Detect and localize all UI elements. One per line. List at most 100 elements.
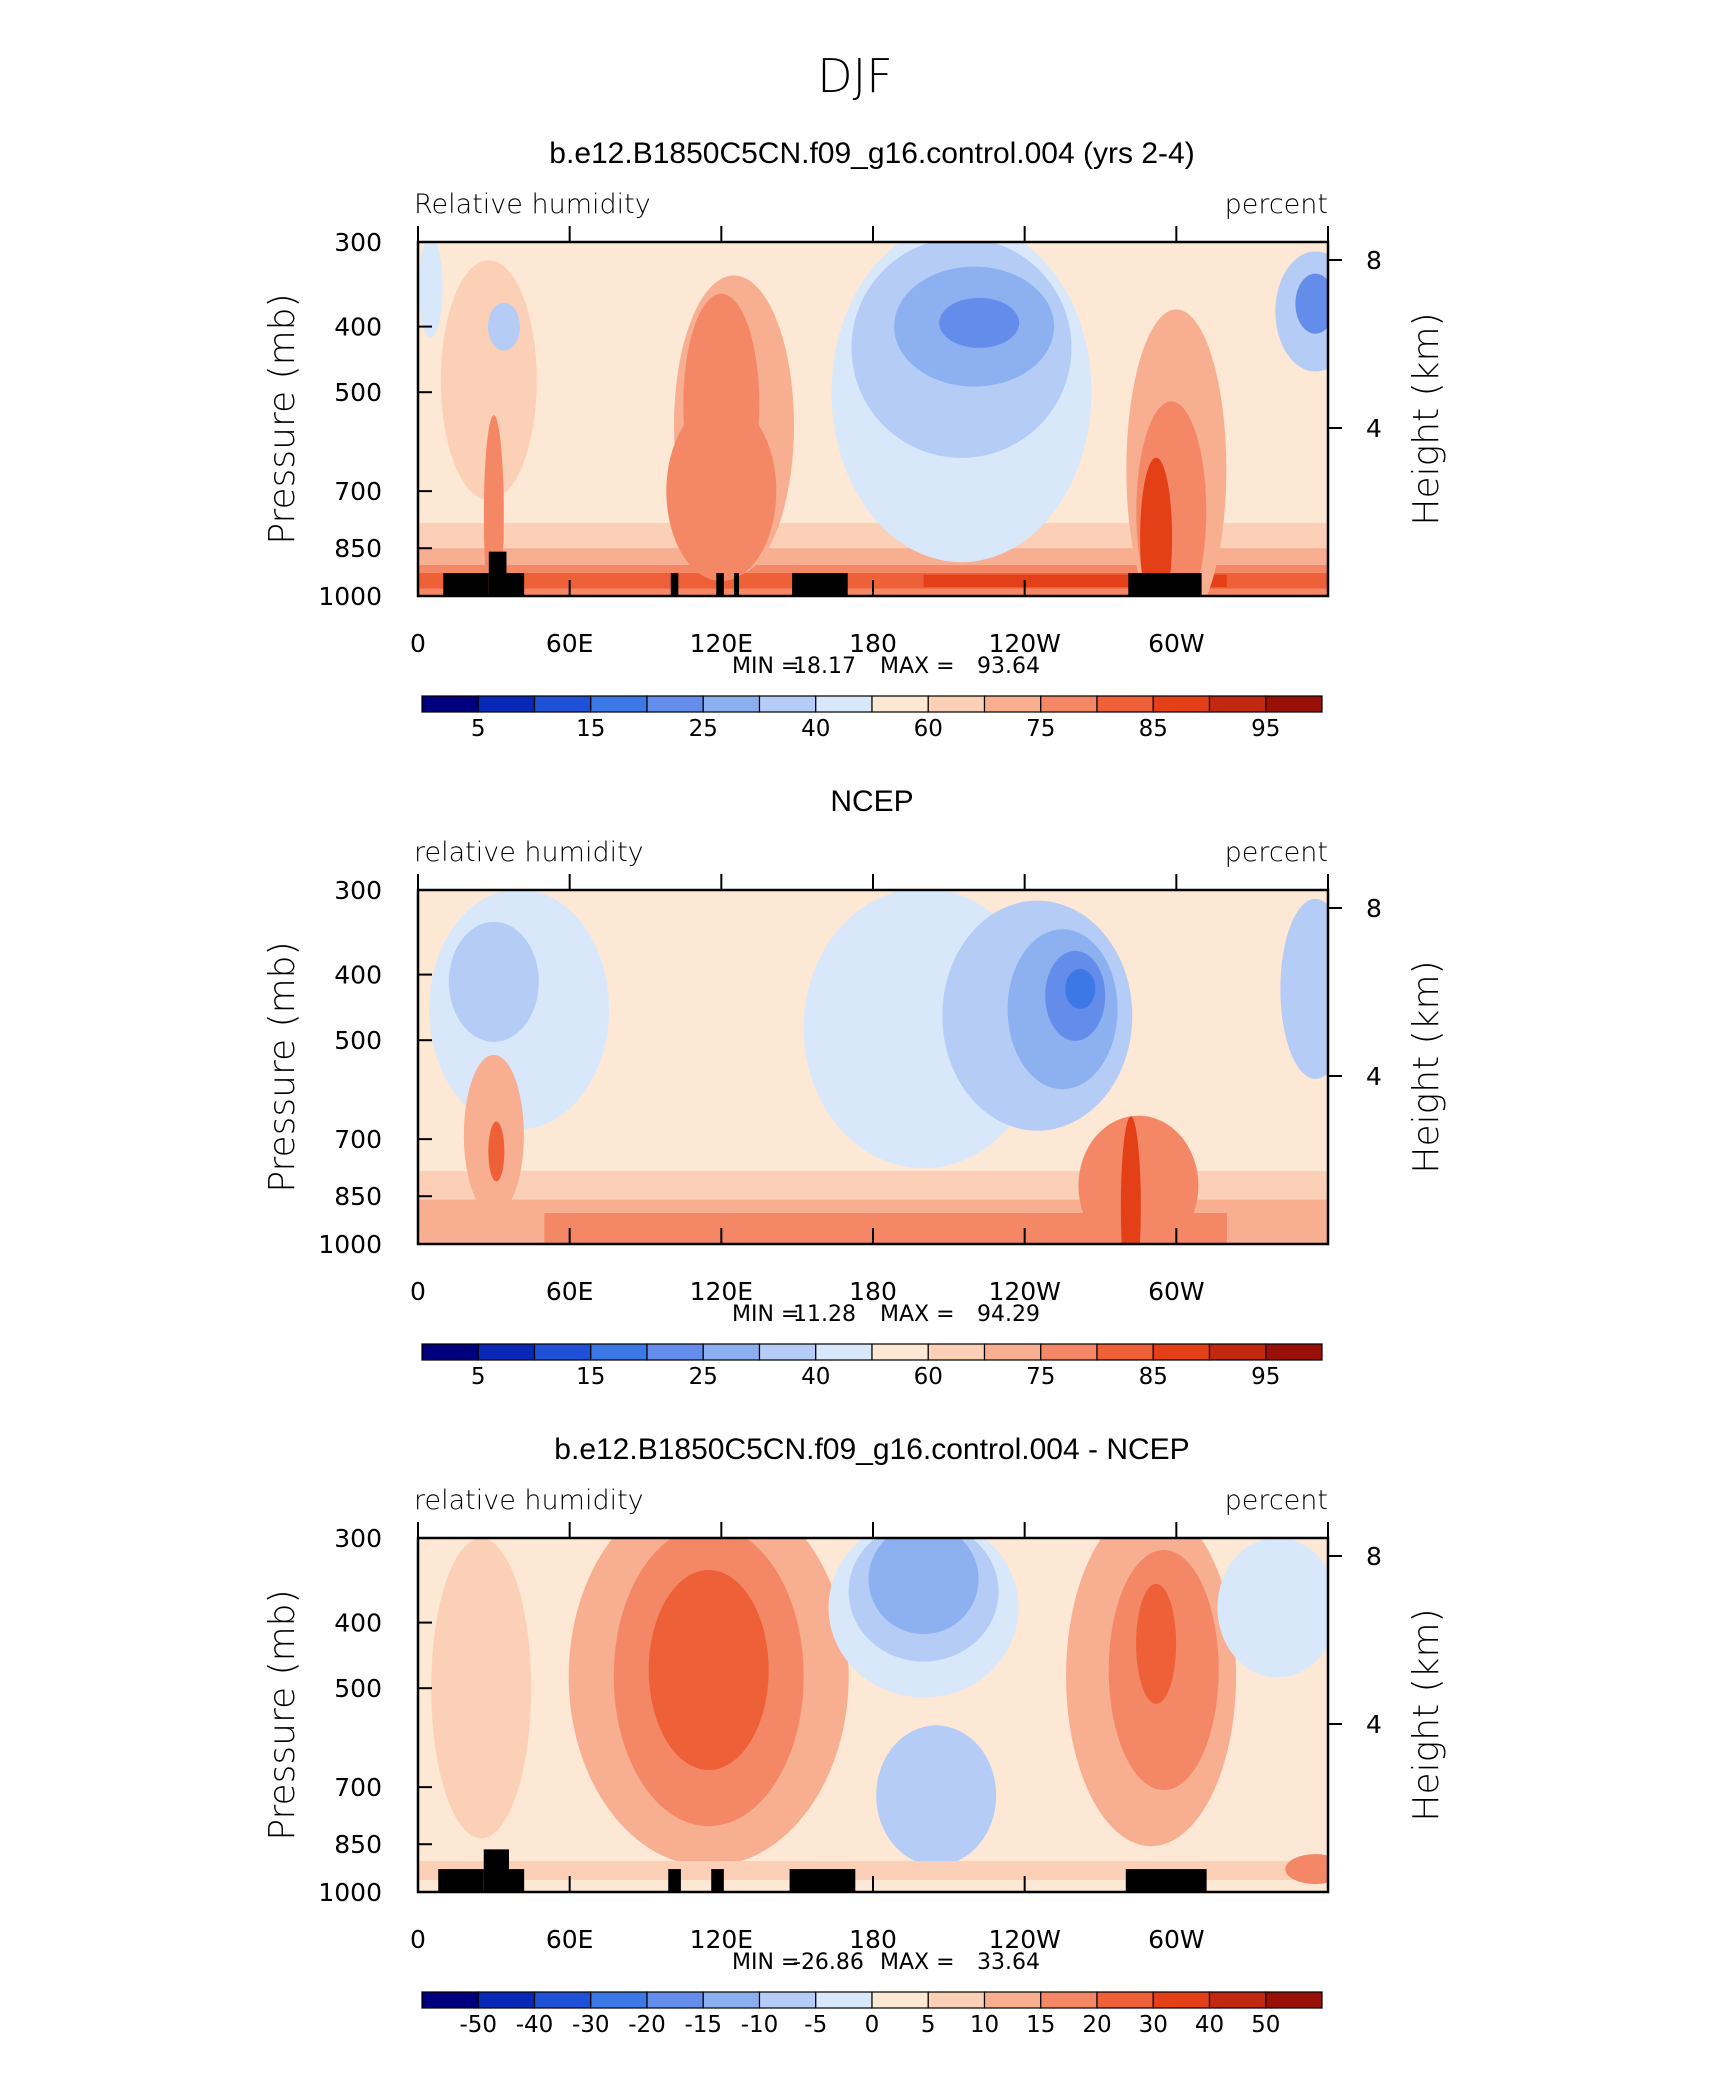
colorbar-swatch [1265,1991,1323,2009]
colorbar-swatch [1152,1991,1211,2009]
colorbar-swatch [646,1991,704,2009]
x-tick-label: 120E [690,1925,754,1954]
colorbar-label: 95 [1251,716,1280,742]
colorbar-swatch [533,695,592,713]
x-tick-label: 180 [849,1925,897,1954]
topography-mask [443,573,489,596]
y-axis-label: Pressure (mb) [262,293,303,544]
panel-difference: b.e12.B1850C5CN.f09_g16.control.004 - NC… [262,1433,1447,2038]
field-blob [1140,457,1173,596]
subtitle-left: Relative humidity [414,189,651,220]
field-blob [1136,1583,1177,1704]
subtitle-left: relative humidity [414,837,644,868]
colorbar-label: 10 [970,2012,999,2038]
colorbar-swatch [1208,1343,1267,1361]
colorbar-swatch [983,1991,1042,2009]
colorbar-swatch [1208,1991,1267,2009]
colorbar-swatch [1265,1343,1323,1361]
topography-mask [488,551,507,596]
field-blob [1295,273,1328,334]
y-right-tick-label: 4 [1366,1710,1382,1739]
max-value: 33.64 [977,1950,1040,1975]
max-value: 94.29 [977,1302,1040,1327]
y-right-tick-label: 4 [1366,414,1382,443]
max-label: MAX = [880,1950,955,1975]
x-tick-label: 60W [1148,629,1205,658]
y-right-axis-label: Height (km) [1406,312,1447,525]
x-tick-label: 60W [1148,1925,1205,1954]
x-tick-label: 0 [410,1277,426,1306]
field-blob [1285,1854,1328,1885]
colorbar-label: 15 [1026,2012,1055,2038]
chart-title: b.e12.B1850C5CN.f09_g16.control.004 (yrs… [549,137,1194,170]
colorbar-swatch [1040,695,1098,713]
field-blob [876,1725,997,1866]
topography-mask [506,573,525,596]
colorbar-label: -5 [804,2012,827,2038]
max-label: MAX = [880,1302,955,1327]
field-blob [939,297,1020,348]
x-tick-label: 60E [546,629,594,658]
y-tick-label: 400 [334,961,382,990]
x-tick-label: 120W [988,1277,1060,1306]
field-blob [1217,1538,1328,1678]
panel-model: b.e12.B1850C5CN.f09_g16.control.004 (yrs… [262,137,1447,742]
colorbar-swatch [815,1343,873,1361]
colorbar-label: 75 [1026,716,1055,742]
y-tick-label: 400 [334,313,382,342]
y-tick-label: 700 [334,477,382,506]
min-label: MIN = [732,1302,799,1327]
x-tick-label: 180 [849,629,897,658]
y-tick-label: 850 [334,1830,382,1859]
topography-mask [1128,573,1202,596]
colorbar-label: -50 [459,2012,497,2038]
y-tick-label: 400 [334,1609,382,1638]
y-axis-label: Pressure (mb) [262,1589,303,1840]
min-value: -26.86 [793,1950,864,1975]
colorbar-label: 15 [576,716,605,742]
x-tick-label: 0 [410,629,426,658]
x-tick-label: 120W [988,629,1060,658]
colorbar-swatch [702,1991,761,2009]
colorbar-swatch [871,1991,929,2009]
colorbar-label: 60 [914,1364,943,1390]
y-right-tick-label: 8 [1366,1542,1382,1571]
colorbar-label: 25 [689,1364,718,1390]
colorbar-swatch [815,1991,873,2009]
y-tick-label: 1000 [318,1230,382,1259]
colorbar-swatch [758,695,817,713]
colorbar-swatch [533,1991,592,2009]
colorbar-label: -15 [684,2012,722,2038]
colorbar-label: 60 [914,716,943,742]
colorbar-swatch [590,695,648,713]
colorbar-swatch [758,1991,817,2009]
field-blob [487,302,520,351]
colorbar-label: 85 [1139,716,1168,742]
colorbar-swatch [477,1343,536,1361]
colorbar-label: -40 [516,2012,554,2038]
colorbar-swatch [646,1343,704,1361]
min-label: MIN = [732,654,799,679]
topography-mask [670,573,679,596]
x-tick-label: 180 [849,1277,897,1306]
x-tick-label: 0 [410,1925,426,1954]
topography-mask [792,573,848,596]
colorbar-swatch [983,1343,1042,1361]
colorbar-swatch [871,695,929,713]
topography-mask [733,573,740,596]
field-blob [431,1538,532,1839]
y-right-tick-label: 4 [1366,1062,1382,1091]
colorbar-swatch [1152,1343,1211,1361]
colorbar-label: 30 [1139,2012,1168,2038]
colorbar-swatch [1096,1991,1154,2009]
y-right-tick-label: 8 [1366,894,1382,923]
x-tick-label: 120E [690,1277,754,1306]
field-blob [1120,1116,1141,1244]
y-tick-label: 300 [334,228,382,257]
x-tick-label: 60W [1148,1277,1205,1306]
subtitle-left: relative humidity [414,1485,644,1516]
chart-title: NCEP [830,785,913,818]
field-blob [1065,968,1096,1009]
field-blob [488,1121,505,1182]
